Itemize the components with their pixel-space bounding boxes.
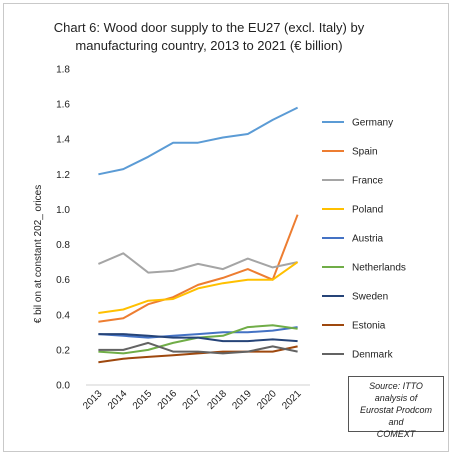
series-line-poland bbox=[98, 261, 299, 314]
y-tick-label: 1.6 bbox=[56, 100, 70, 111]
series-line-spain bbox=[98, 214, 299, 323]
x-tick-label: 2020 bbox=[255, 388, 279, 412]
series-line-sweden bbox=[98, 333, 298, 343]
y-tick-label: 1.4 bbox=[56, 135, 70, 146]
x-tick-label: 2018 bbox=[205, 388, 229, 412]
source-line-2: Eurostat Prodcom and bbox=[359, 405, 433, 427]
x-tick-label: 2021 bbox=[280, 388, 304, 412]
x-tick-label: 2017 bbox=[181, 388, 205, 412]
series-line-france bbox=[98, 252, 298, 274]
y-tick-label: 0.0 bbox=[56, 381, 70, 392]
legend: Germany Spain France Poland Austria Netherlan… bbox=[322, 118, 406, 361]
y-tick-label: 0.8 bbox=[56, 240, 70, 251]
x-tick-label: 2013 bbox=[81, 388, 105, 412]
source-line-1: Source: ITTO analysis of bbox=[369, 381, 423, 403]
series-line-denmark bbox=[98, 341, 298, 355]
legend-label-netherlands: Netherlands bbox=[352, 263, 406, 274]
legend-label-spain: Spain bbox=[352, 147, 378, 158]
source-line-3: COMEXT bbox=[376, 429, 416, 439]
y-tick-label: 1.8 bbox=[56, 65, 70, 76]
x-tick-label: 2016 bbox=[156, 388, 180, 412]
legend-label-poland: Poland bbox=[352, 205, 383, 216]
legend-label-austria: Austria bbox=[352, 234, 384, 245]
y-axis-label: € bil on at constant 202_ orices bbox=[33, 185, 44, 323]
y-axis-ticks: 0.0 0.2 0.4 0.6 0.8 1.0 1.2 1.4 1.6 1.8 bbox=[56, 65, 70, 392]
legend-label-france: France bbox=[352, 176, 384, 187]
legend-label-estonia: Estonia bbox=[352, 321, 386, 332]
line-chart: Chart 6: Wood door supply to the EU27 (e… bbox=[33, 20, 406, 412]
legend-label-sweden: Sweden bbox=[352, 292, 388, 303]
y-tick-label: 1.0 bbox=[56, 205, 70, 216]
source-note: Source: ITTO analysis of Eurostat Prodco… bbox=[348, 376, 444, 439]
series-line-germany bbox=[98, 106, 299, 176]
y-tick-label: 0.2 bbox=[56, 345, 70, 356]
x-axis-ticks: 2013 2014 2015 2016 2017 2018 2019 2020 2021 bbox=[81, 388, 304, 412]
y-tick-label: 1.2 bbox=[56, 170, 70, 181]
legend-label-germany: Germany bbox=[352, 118, 393, 129]
y-tick-label: 0.4 bbox=[56, 310, 70, 321]
series-lines bbox=[98, 106, 299, 364]
series-line-estonia bbox=[98, 345, 298, 364]
x-tick-label: 2014 bbox=[106, 388, 130, 412]
chart-title-line-2: manufacturing country, 2013 to 2021 (€ b… bbox=[75, 38, 342, 53]
series-line-austria bbox=[98, 326, 298, 339]
chart-title-line-1: Chart 6: Wood door supply to the EU27 (e… bbox=[54, 20, 365, 35]
x-tick-label: 2015 bbox=[131, 388, 155, 412]
chart-frame: Chart 6: Wood door supply to the EU27 (e… bbox=[3, 3, 449, 452]
x-tick-label: 2019 bbox=[230, 388, 254, 412]
legend-label-denmark: Denmark bbox=[352, 350, 394, 361]
y-tick-label: 0.6 bbox=[56, 275, 70, 286]
